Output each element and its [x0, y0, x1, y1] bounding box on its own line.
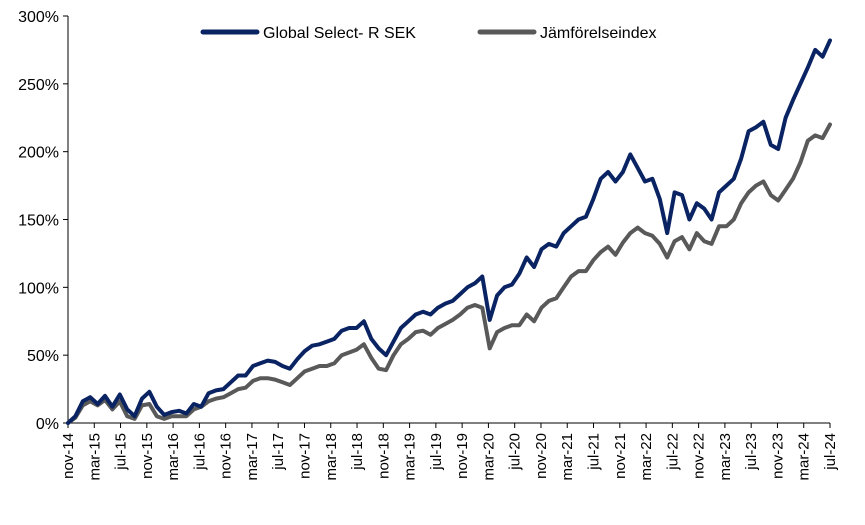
legend-label-1: Jämförelseindex [540, 25, 657, 42]
x-tick-label: jul-21 [586, 433, 603, 471]
x-tick-label: jul-20 [507, 433, 524, 471]
x-tick-label: jul-16 [191, 433, 208, 471]
x-tick-label: jul-24 [822, 433, 839, 471]
x-tick-label: nov-14 [60, 433, 77, 479]
x-tick-label: mar-19 [402, 433, 419, 481]
y-tick-label: 50% [27, 348, 59, 365]
x-tick-label: mar-21 [559, 433, 576, 481]
x-tick-label: nov-16 [218, 433, 235, 479]
x-tick-label: mar-16 [165, 433, 182, 481]
x-tick-label: nov-20 [533, 433, 550, 479]
x-tick-label: nov-17 [296, 433, 313, 479]
series-lines [66, 38, 832, 425]
y-tick-label: 200% [18, 145, 59, 162]
x-tick-label: nov-23 [769, 433, 786, 479]
x-tick-label: mar-24 [796, 433, 813, 481]
series-line-1 [66, 122, 832, 425]
x-tick-label: jul-15 [113, 433, 130, 471]
x-tick-label: nov-19 [454, 433, 471, 479]
x-tick-label: mar-17 [244, 433, 261, 481]
y-tick-label: 250% [18, 77, 59, 94]
y-tick-label: 100% [18, 280, 59, 297]
x-tick-label: mar-18 [323, 433, 340, 481]
x-tick-label: jul-17 [270, 433, 287, 471]
x-tick-label: mar-23 [717, 433, 734, 481]
x-tick-label: nov-21 [612, 433, 629, 479]
x-axis: nov-14 mar-15 jul-15 nov-15 mar-16 jul-16 nov-… [60, 422, 839, 481]
legend: Global Select- R SEK Jämförelseindex [200, 25, 657, 42]
y-tick-label: 150% [18, 213, 59, 230]
x-tick-label: mar-15 [86, 433, 103, 481]
x-tick-label: mar-20 [480, 433, 497, 481]
y-tick-label: 300% [18, 9, 59, 26]
y-tick-label: 0% [36, 416, 59, 433]
series-line-0 [66, 38, 832, 425]
x-tick-label: jul-23 [743, 433, 760, 471]
x-tick-label: jul-18 [349, 433, 366, 471]
x-tick-label: jul-22 [664, 433, 681, 471]
x-tick-label: nov-22 [691, 433, 708, 479]
x-tick-label: nov-18 [375, 433, 392, 479]
x-tick-label: nov-15 [139, 433, 156, 479]
x-tick-label: mar-22 [638, 433, 655, 481]
x-tick-label: jul-19 [428, 433, 445, 471]
legend-label-0: Global Select- R SEK [263, 25, 416, 42]
y-axis: 0% 50% 100% 150% 200% 250% 300% [18, 9, 69, 433]
